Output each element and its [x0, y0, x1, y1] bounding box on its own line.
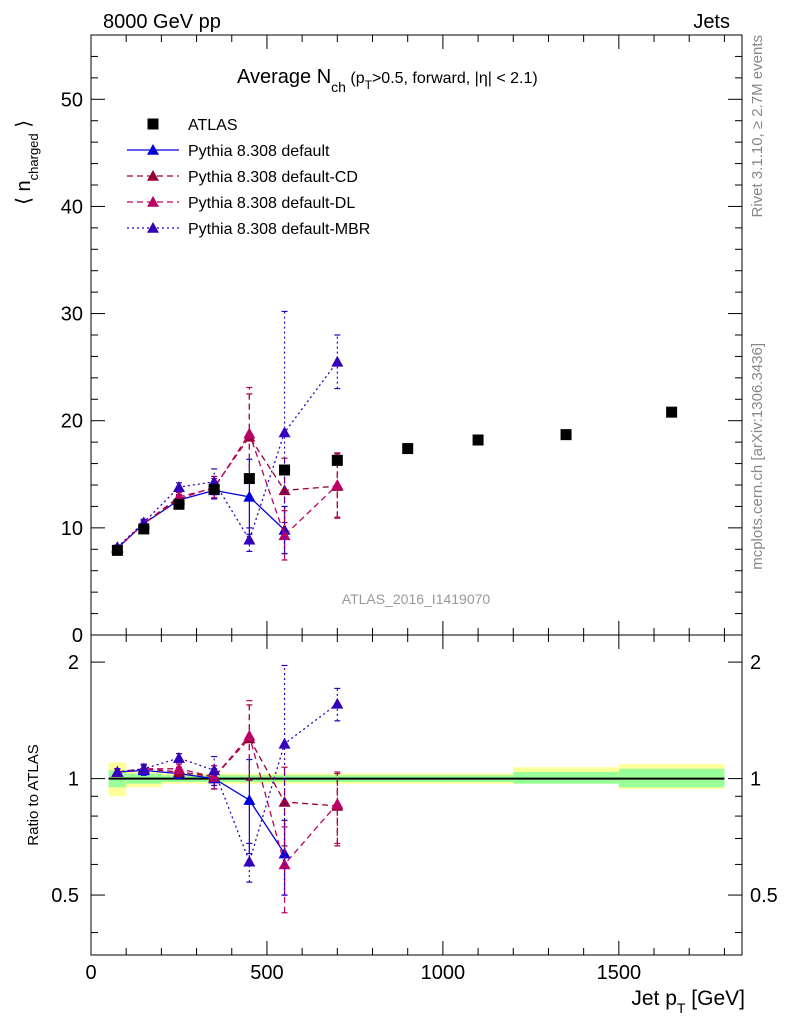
- legend: ATLAS Pythia 8.308 default Pythia 8.308 de…: [127, 117, 370, 238]
- ratio-y-axis-label: Ratio to ATLAS: [25, 744, 42, 845]
- main-series-0-data-point: [138, 523, 150, 535]
- ratio-series-0-marker: [278, 847, 291, 859]
- main-series-4-marker: [278, 426, 291, 438]
- main-y-tick-label: 0: [72, 625, 83, 647]
- main-series-0-data-point: [173, 498, 185, 510]
- ratio-series-0-line: [117, 769, 286, 854]
- legend-label: Pythia 8.308 default-CD: [188, 169, 358, 186]
- legend-label: Pythia 8.308 default-MBR: [188, 221, 370, 238]
- main-series-3-line: [116, 432, 338, 549]
- x-tick-label: 1000: [421, 962, 466, 984]
- analysis-id-label: ATLAS_2016_I1419070: [342, 591, 491, 607]
- legend-marker: [147, 222, 159, 233]
- ratio-series-3-marker: [111, 765, 124, 777]
- jets-label: Jets: [693, 11, 730, 33]
- main-series-0-data-point: [666, 406, 678, 418]
- main-series-0-data-point: [243, 473, 255, 485]
- x-tick-label: 500: [250, 962, 283, 984]
- x-axis-label: Jet pT [GeV]: [631, 987, 745, 1016]
- x-tick-label: 0: [85, 962, 96, 984]
- main-series-layer: [111, 310, 678, 561]
- legend-label: Pythia 8.308 default: [188, 143, 330, 160]
- main-y-tick-label: 20: [61, 411, 83, 433]
- ratio-y-tick-label: 1: [68, 769, 79, 791]
- ratio-series-2-marker: [172, 762, 185, 774]
- legend-marker: [147, 144, 159, 155]
- main-y-tick-label: 30: [61, 304, 83, 326]
- ratio-series-2-line: [117, 734, 338, 866]
- main-series-4-marker: [243, 533, 256, 545]
- main-y-axis-label: ⟨ ncharged ⟩: [13, 120, 41, 205]
- legend-label: Pythia 8.308 default-DL: [188, 195, 355, 212]
- main-series-0-data-point: [402, 443, 414, 455]
- main-series-0-data-point: [208, 483, 220, 495]
- legend-marker: [147, 170, 159, 181]
- main-y-tick-label: 50: [61, 89, 83, 111]
- mcplots-label: mcplots.cern.ch [arXiv:1306.3436]: [749, 343, 766, 570]
- main-y-tick-label: 40: [61, 196, 83, 218]
- ratio-uncertainty-bands: [108, 762, 725, 797]
- main-series-0-data-point: [472, 434, 484, 446]
- ratio-series-3-marker: [331, 697, 344, 709]
- ratio-series-3-marker: [137, 762, 150, 774]
- main-series-3-marker: [278, 529, 291, 541]
- main-y-tick-label: 10: [61, 518, 83, 540]
- ratio-series-3-marker: [172, 752, 185, 763]
- ratio-series-2-marker: [243, 729, 256, 741]
- legend-marker: [147, 196, 159, 207]
- ratio-series-1-marker: [278, 795, 291, 807]
- main-series-0-data-point: [331, 454, 343, 466]
- main-series-4-marker: [172, 481, 185, 492]
- ratio-series-layer: [111, 664, 344, 914]
- main-series-3-marker: [331, 479, 344, 490]
- legend-marker-data: [147, 118, 159, 130]
- main-series-0-data-point: [111, 544, 123, 556]
- ratio-series-0-marker: [243, 794, 256, 805]
- plot-title: Average Nch (pT>0.5, forward, |η| < 2.1): [237, 66, 538, 95]
- ratio-series-3-marker: [278, 737, 291, 749]
- ratio-series-2-marker: [331, 797, 344, 809]
- main-series-0-data-point: [560, 429, 572, 441]
- ratio-y-tick-label-right: 1: [750, 769, 761, 791]
- main-series-1-marker: [243, 490, 256, 502]
- ratio-y-tick-label-right: 0.5: [750, 885, 778, 907]
- main-series-4-marker: [331, 355, 344, 367]
- ratio-y-tick-label: 2: [68, 652, 79, 674]
- ratio-y-tick-label-right: 2: [750, 652, 761, 674]
- energy-label: 8000 GeV pp: [103, 11, 221, 33]
- legend-label: ATLAS: [188, 117, 238, 134]
- rivet-version-label: Rivet 3.1.10, ≥ 2.7M events: [749, 35, 766, 218]
- ratio-series-2-marker: [208, 770, 221, 782]
- x-tick-label: 1500: [597, 962, 642, 984]
- ratio-frame: [90, 634, 743, 956]
- main-series-0-data-point: [279, 464, 291, 476]
- ratio-y-tick-label: 0.5: [51, 885, 79, 907]
- ratio-series-3-marker: [208, 764, 221, 776]
- ratio-series-3-marker: [243, 855, 256, 867]
- main-series-3-marker: [243, 427, 256, 439]
- main-series-2-marker: [278, 484, 291, 496]
